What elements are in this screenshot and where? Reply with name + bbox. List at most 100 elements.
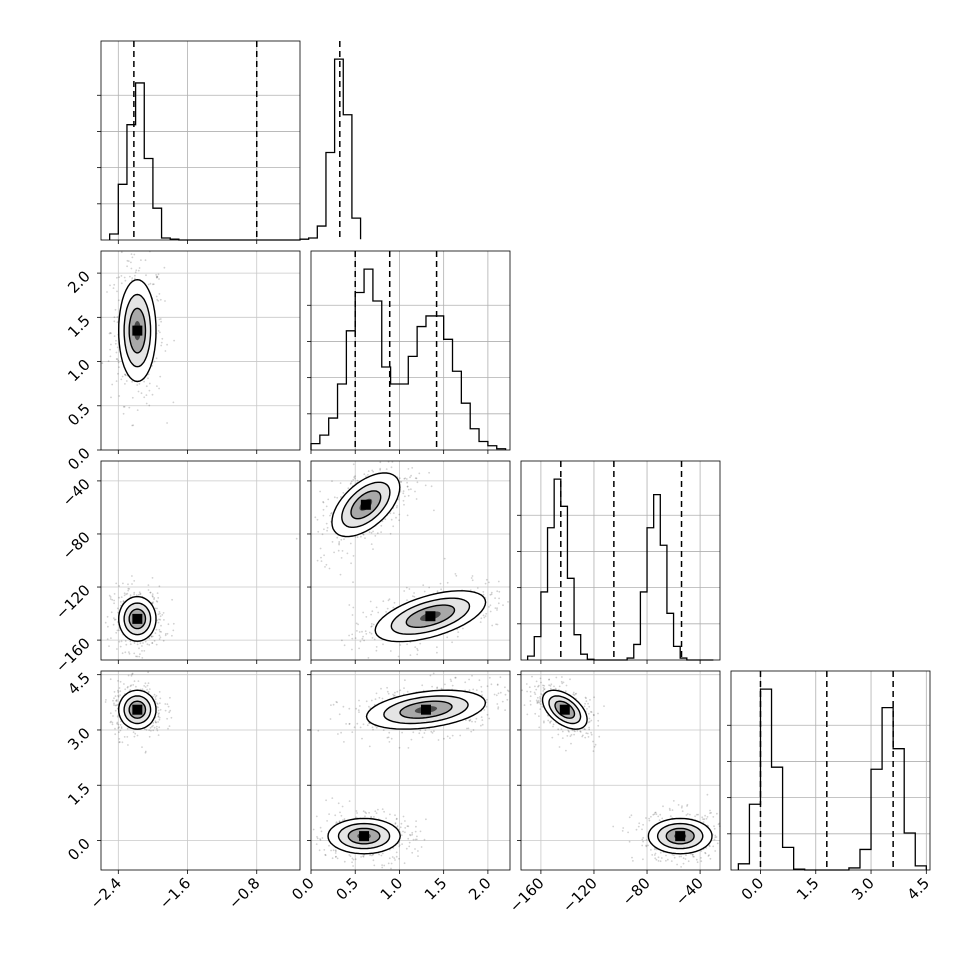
scatter-point bbox=[123, 736, 126, 738]
scatter-point bbox=[365, 812, 368, 815]
scatter-point bbox=[143, 685, 146, 687]
scatter-point bbox=[695, 813, 698, 816]
scatter-point bbox=[645, 844, 647, 847]
scatter-point bbox=[592, 750, 595, 752]
scatter-point bbox=[622, 827, 625, 829]
scatter-point bbox=[489, 593, 492, 596]
scatter-point bbox=[158, 702, 161, 705]
scatter-point bbox=[117, 680, 119, 682]
scatter-point bbox=[388, 741, 391, 743]
scatter-point bbox=[118, 596, 120, 599]
scatter-point bbox=[481, 694, 483, 696]
scatter-point bbox=[339, 811, 341, 814]
scatter-point bbox=[333, 496, 336, 499]
scatter-point bbox=[113, 335, 116, 337]
scatter-point bbox=[398, 477, 401, 480]
scatter-point bbox=[529, 703, 532, 706]
scatter-point bbox=[454, 676, 457, 679]
scatter-point bbox=[561, 730, 564, 733]
scatter-point bbox=[659, 813, 662, 816]
scatter-point bbox=[122, 412, 125, 415]
scatter-point bbox=[362, 855, 365, 858]
scatter-point bbox=[118, 276, 121, 279]
x-tick-label: −40 bbox=[672, 874, 707, 909]
scatter-point bbox=[126, 592, 129, 595]
scatter-point bbox=[340, 557, 343, 559]
scatter-point bbox=[335, 821, 338, 823]
scatter-point bbox=[381, 808, 384, 810]
scatter-point bbox=[109, 721, 112, 724]
scatter-point bbox=[117, 727, 120, 729]
scatter-point bbox=[480, 617, 483, 620]
x-tick-label: −0.8 bbox=[225, 874, 263, 912]
scatter-point bbox=[588, 717, 591, 720]
scatter-point bbox=[370, 613, 372, 616]
scatter-point bbox=[370, 623, 373, 625]
scatter-point bbox=[468, 719, 471, 722]
scatter-point bbox=[470, 730, 473, 733]
scatter-point bbox=[536, 702, 539, 705]
scatter-point bbox=[348, 604, 351, 606]
scatter-point bbox=[318, 849, 321, 852]
scatter-point bbox=[627, 831, 629, 834]
scatter-point bbox=[114, 709, 117, 712]
scatter-point bbox=[117, 361, 120, 364]
scatter-point bbox=[158, 726, 161, 729]
scatter-point bbox=[456, 628, 459, 631]
x-tick-label: 3.0 bbox=[848, 874, 878, 904]
scatter-point bbox=[159, 318, 162, 320]
scatter-point bbox=[331, 857, 334, 860]
scatter-point bbox=[356, 536, 359, 539]
scatter-point bbox=[355, 816, 357, 819]
scatter-point bbox=[117, 694, 119, 697]
y-tick-label: 3.0 bbox=[64, 724, 94, 754]
scatter-point bbox=[361, 637, 364, 640]
x-tick-label: 1.5 bbox=[421, 874, 451, 904]
scatter-point bbox=[148, 688, 151, 690]
scatter-point bbox=[157, 597, 160, 599]
scatter-point bbox=[168, 711, 171, 714]
scatter-point bbox=[488, 581, 490, 584]
scatter-point bbox=[363, 639, 365, 642]
scatter-point bbox=[124, 651, 127, 654]
scatter-point bbox=[416, 835, 418, 838]
scatter-point bbox=[115, 631, 118, 634]
scatter-point bbox=[538, 715, 540, 718]
scatter-point bbox=[126, 265, 128, 268]
scatter-point bbox=[134, 274, 136, 277]
scatter-point bbox=[395, 516, 397, 519]
scatter-point bbox=[129, 685, 132, 687]
scatter-point bbox=[151, 725, 153, 728]
scatter-point bbox=[338, 541, 341, 543]
scatter-point bbox=[134, 732, 137, 735]
scatter-point bbox=[685, 814, 688, 816]
scatter-point bbox=[119, 729, 122, 732]
density-peak bbox=[132, 704, 143, 715]
scatter-point bbox=[338, 543, 340, 546]
scatter-point bbox=[671, 809, 674, 811]
scatter-point bbox=[336, 496, 339, 499]
scatter-point bbox=[147, 671, 150, 674]
scatter-point bbox=[322, 501, 325, 504]
scatter-point bbox=[450, 680, 453, 682]
scatter-point bbox=[566, 735, 569, 737]
scatter-point bbox=[365, 700, 368, 703]
scatter-point bbox=[170, 716, 173, 719]
scatter-point bbox=[385, 817, 387, 820]
scatter-point bbox=[332, 849, 335, 852]
scatter-point bbox=[567, 729, 570, 732]
scatter-point bbox=[157, 709, 160, 712]
scatter-point bbox=[406, 485, 409, 488]
scatter-point bbox=[403, 590, 406, 592]
scatter-point bbox=[320, 556, 322, 559]
scatter-point bbox=[539, 703, 542, 705]
scatter-point bbox=[356, 479, 359, 482]
scatter-point bbox=[135, 269, 138, 272]
scatter-point bbox=[398, 845, 401, 848]
scatter-point bbox=[152, 729, 155, 732]
scatter-point bbox=[358, 705, 361, 707]
scatter-point bbox=[583, 705, 586, 708]
scatter-point bbox=[540, 681, 542, 684]
scatter-point bbox=[125, 380, 128, 382]
scatter-point bbox=[349, 855, 352, 858]
